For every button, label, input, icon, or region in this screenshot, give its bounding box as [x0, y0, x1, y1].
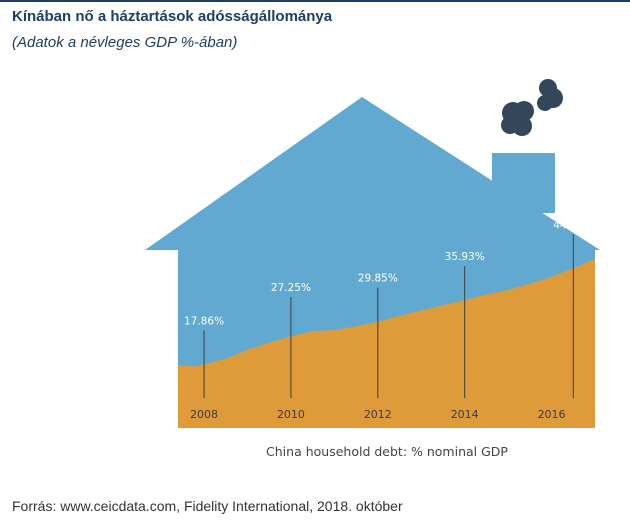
x-tick-label: 2012: [364, 408, 392, 421]
debt-area-series: [178, 258, 595, 428]
x-tick-label: 2010: [277, 408, 305, 421]
chart-subtitle: (Adatok a névleges GDP %-ában): [12, 34, 238, 51]
smoke-icon: [501, 79, 563, 136]
chart-caption: China household debt: % nominal GDP: [266, 444, 508, 459]
data-label: 35.93%: [445, 251, 485, 263]
source-note: Forrás: www.ceicdata.com, Fidelity Inter…: [12, 498, 403, 514]
data-label: 27.25%: [271, 282, 311, 294]
data-label: 17.86%: [184, 315, 224, 327]
x-tick-label: 2014: [451, 408, 479, 421]
chart-title: Kínában nő a háztartások adósságállomány…: [12, 8, 333, 25]
x-tick-label: 2016: [538, 408, 566, 421]
top-rule: [0, 0, 630, 2]
data-label: 44.87%: [553, 219, 593, 231]
x-tick-label: 2008: [190, 408, 218, 421]
data-label: 29.85%: [358, 273, 398, 285]
chimney: [492, 153, 555, 213]
